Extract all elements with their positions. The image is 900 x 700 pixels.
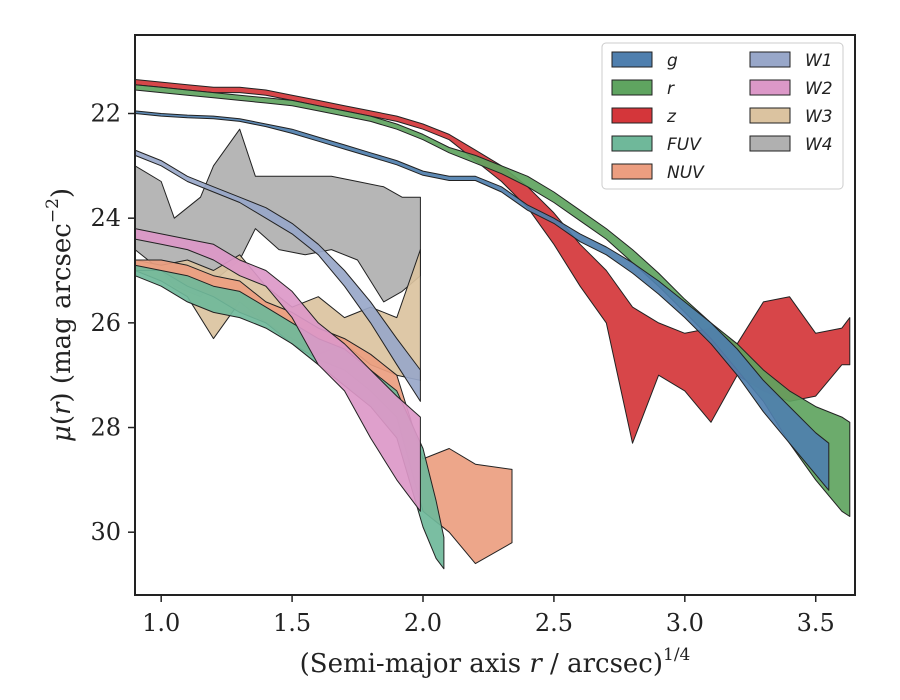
legend-swatch-z: [611, 107, 653, 124]
series-band-w2: [134, 228, 421, 512]
legend-label-w4: W4: [805, 135, 833, 155]
x-tick-label: 1.5: [273, 609, 311, 637]
legend: grz FUV NUV W1 W2 W3 W4: [601, 42, 844, 190]
legend-label-nuv: NUV: [667, 163, 705, 183]
legend-swatch-w3: [749, 107, 791, 124]
series-band-g: [134, 110, 830, 491]
series-band-r: [134, 84, 851, 517]
legend-label-g: g: [667, 51, 678, 71]
y-tick-label: 26: [90, 309, 121, 337]
x-tick-label: 2.0: [404, 609, 442, 637]
legend-label-r: r: [667, 79, 675, 99]
y-axis: 22 24 26 28 30: [90, 100, 135, 546]
legend-swatch-r: [611, 79, 653, 96]
legend-swatch-w4: [749, 135, 791, 152]
legend-label-w1: W1: [805, 51, 833, 71]
y-axis-title: μ(r) (mag arcsec−2): [43, 188, 77, 442]
y-tick-label: 22: [90, 100, 121, 128]
series-layer: [134, 79, 851, 570]
x-tick-label: 1.0: [142, 609, 180, 637]
legend-label-w2: W2: [805, 79, 833, 99]
legend-swatch-fuv: [611, 135, 653, 152]
legend-label-fuv: FUV: [667, 135, 702, 155]
legend-label-w3: W3: [805, 107, 833, 127]
x-tick-label: 3.0: [666, 609, 704, 637]
x-axis-title: (Semi-major axis r / arcsec)1/4: [300, 645, 691, 679]
legend-swatch-w2: [749, 79, 791, 96]
legend-swatch-g: [611, 51, 653, 68]
y-tick-label: 30: [90, 518, 121, 546]
series-band-w1: [134, 149, 421, 402]
legend-label-z: z: [666, 107, 677, 127]
x-tick-label: 3.5: [797, 609, 835, 637]
legend-swatch-w1: [749, 51, 791, 68]
plot-frame: [134, 34, 856, 596]
x-tick-label: 2.5: [535, 609, 573, 637]
y-tick-label: 24: [90, 204, 121, 232]
y-tick-label: 28: [90, 414, 121, 442]
legend-swatch-nuv: [611, 163, 653, 180]
x-axis: 1.0 1.5 2.0 2.5 3.0 3.5: [142, 595, 835, 637]
